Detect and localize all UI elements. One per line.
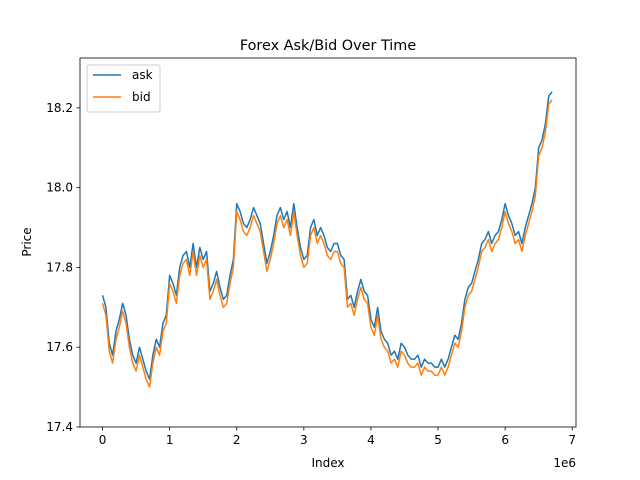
x-tick-label: 0 [99,433,107,447]
chart-title: Forex Ask/Bid Over Time [240,38,417,54]
y-tick-label: 17.4 [46,420,73,434]
x-tick-label: 1 [166,433,174,447]
y-tick-label: 17.8 [46,260,73,274]
y-tick-label: 18.0 [46,181,73,195]
x-tick-label: 5 [434,433,442,447]
y-axis-label: Price [20,227,34,256]
axes-background [80,58,576,427]
y-tick-label: 17.6 [46,340,73,354]
series-layer [101,91,553,388]
axes-frame [79,57,577,428]
x-tick-label: 7 [568,433,576,447]
legend-box [86,64,161,113]
x-axis-offset-text: 1e6 [553,456,576,470]
legend: ask bid [86,64,161,113]
x-tick-label: 6 [501,433,509,447]
x-tick-label: 4 [367,433,375,447]
series-line-ask [101,91,553,380]
x-tick-label: 3 [300,433,308,447]
x-axis-label: Index [311,456,344,470]
legend-label-ask: ask [132,68,153,82]
y-axis-ticks: 17.4 17.6 17.8 18.0 18.2 [46,101,80,434]
legend-label-bid: bid [132,90,151,104]
x-tick-label: 2 [233,433,241,447]
y-tick-label: 18.2 [46,101,73,115]
series-line-bid [101,99,553,388]
x-axis-ticks: 0 1 2 3 4 5 6 7 [99,427,576,447]
plot-area [79,57,577,428]
